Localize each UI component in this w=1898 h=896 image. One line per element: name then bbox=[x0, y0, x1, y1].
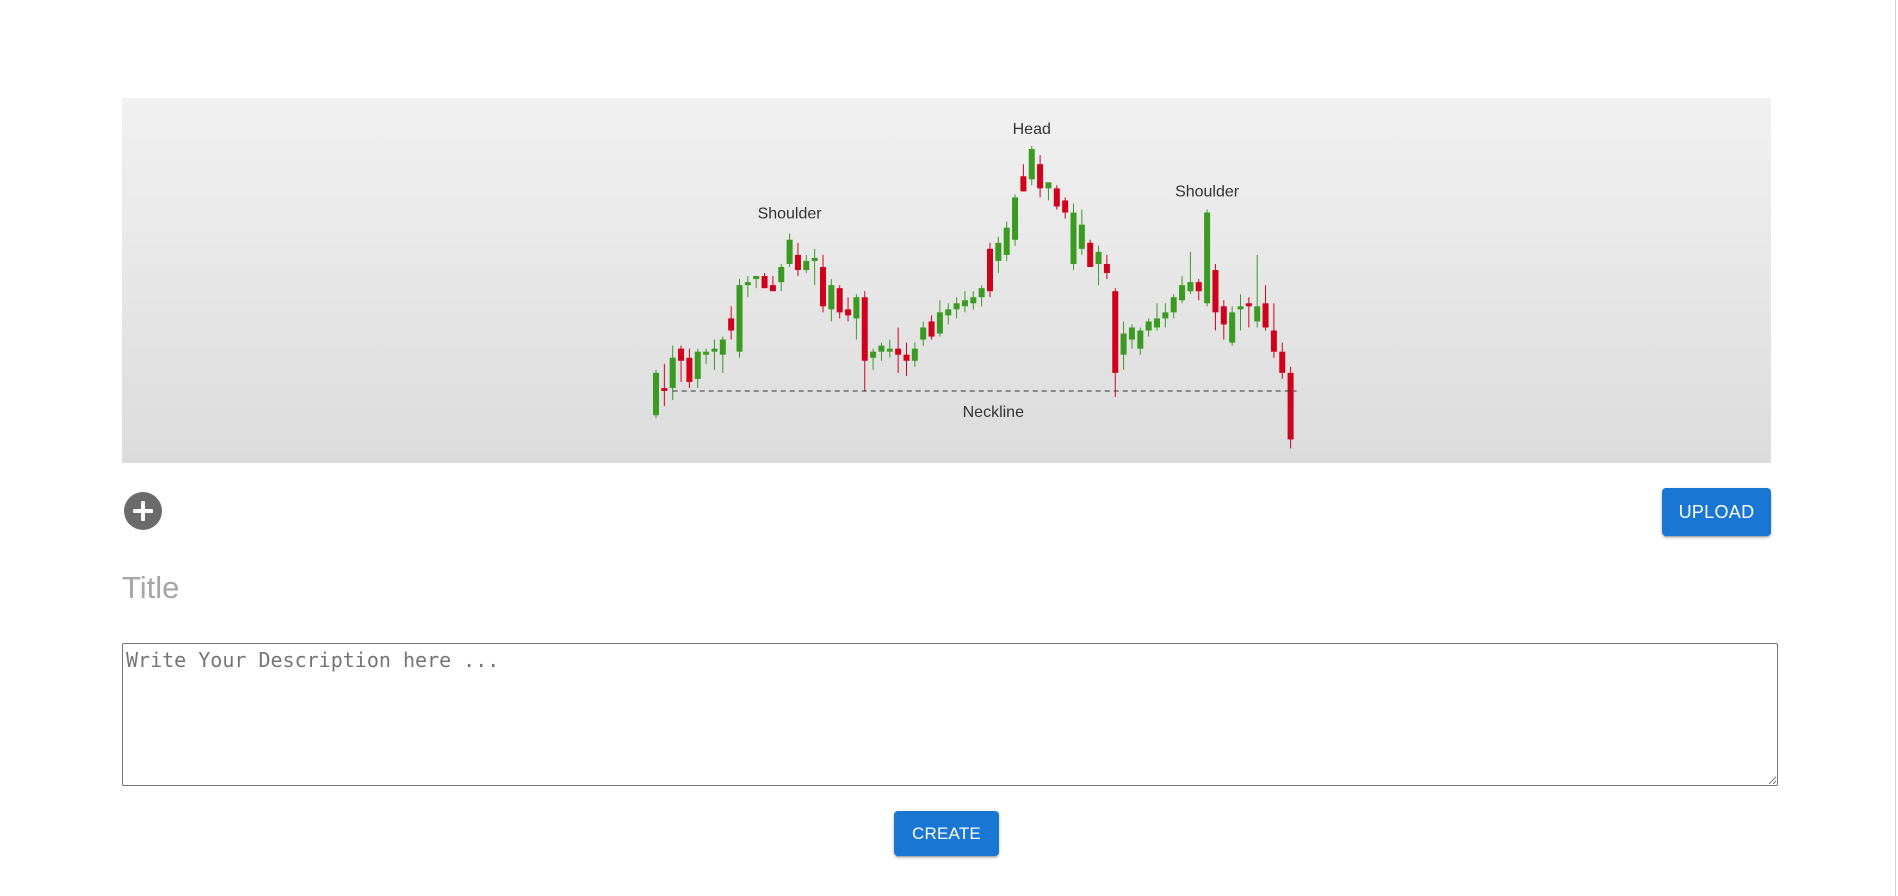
candle-body bbox=[653, 372, 659, 416]
candle-body bbox=[1045, 182, 1052, 189]
candle-body bbox=[1237, 306, 1244, 310]
candle-body bbox=[744, 282, 751, 286]
description-textarea[interactable] bbox=[122, 643, 1778, 786]
candle-body bbox=[1270, 330, 1277, 352]
candle-body bbox=[669, 357, 676, 388]
candle-body bbox=[1154, 318, 1160, 328]
candle-body bbox=[1020, 176, 1027, 192]
candle-body bbox=[953, 303, 960, 310]
candle-body bbox=[895, 348, 902, 355]
candle-body bbox=[920, 327, 927, 340]
candle-body bbox=[1287, 372, 1294, 440]
candle-body bbox=[686, 357, 693, 382]
candle-body bbox=[1170, 297, 1177, 313]
candle-body bbox=[820, 266, 826, 307]
candle-body bbox=[853, 297, 860, 319]
right-shoulder-label: Shoulder bbox=[1175, 184, 1240, 201]
candle-body bbox=[728, 318, 735, 331]
candle-body bbox=[961, 300, 968, 307]
candle-body bbox=[1037, 164, 1044, 189]
candle-body bbox=[945, 309, 952, 316]
candle-body bbox=[903, 354, 910, 361]
candle-body bbox=[845, 309, 852, 316]
chart-image: Shoulder Head Shoulder Neckline bbox=[122, 98, 1771, 463]
candle-body bbox=[911, 348, 918, 361]
create-button[interactable]: CREATE bbox=[894, 811, 999, 856]
candle-body bbox=[1012, 197, 1019, 240]
candle-body bbox=[1003, 227, 1010, 255]
candle-body bbox=[786, 239, 793, 264]
title-input[interactable] bbox=[122, 566, 922, 610]
candle-body bbox=[978, 288, 985, 298]
candle-body bbox=[719, 339, 726, 355]
candle-body bbox=[1078, 224, 1085, 249]
candle-body bbox=[1095, 251, 1102, 264]
candle-body bbox=[870, 351, 877, 358]
upload-button[interactable]: UPLOAD bbox=[1662, 488, 1771, 536]
candles-layer bbox=[653, 146, 1294, 449]
candle-body bbox=[1229, 312, 1236, 343]
candle-body bbox=[778, 266, 785, 283]
candle-body bbox=[661, 387, 668, 391]
candle-body bbox=[1179, 285, 1186, 301]
add-image-button[interactable] bbox=[124, 492, 162, 530]
plus-icon-vertical bbox=[141, 501, 145, 521]
candle-body bbox=[753, 276, 760, 280]
candle-body bbox=[769, 285, 776, 292]
candle-body bbox=[694, 351, 701, 379]
candle-body bbox=[736, 285, 743, 352]
candle-body bbox=[1103, 263, 1110, 274]
candle-body bbox=[1254, 306, 1261, 322]
candle-body bbox=[711, 348, 718, 352]
candle-body bbox=[836, 288, 843, 313]
head-label: Head bbox=[1013, 121, 1051, 138]
candle-body bbox=[828, 285, 835, 310]
candle-body bbox=[1145, 321, 1152, 331]
candle-body bbox=[1162, 312, 1169, 319]
candle-body bbox=[995, 242, 1002, 261]
candle-body bbox=[703, 351, 710, 355]
candle-body bbox=[1120, 333, 1127, 355]
candle-body bbox=[878, 345, 885, 352]
candle-body bbox=[1028, 149, 1035, 180]
candle-body bbox=[1212, 270, 1219, 313]
candle-body bbox=[1262, 303, 1269, 328]
candle-body bbox=[803, 260, 810, 271]
candle-body bbox=[886, 348, 893, 352]
page-edge-divider bbox=[1895, 0, 1896, 896]
candle-body bbox=[1204, 212, 1211, 304]
candle-body bbox=[1053, 188, 1060, 207]
candle-body bbox=[861, 297, 868, 361]
candle-body bbox=[678, 348, 685, 361]
candle-body bbox=[1087, 242, 1094, 267]
left-shoulder-label: Shoulder bbox=[758, 206, 823, 223]
neckline-label: Neckline bbox=[963, 404, 1024, 421]
candle-body bbox=[1112, 291, 1119, 373]
candle-body bbox=[1195, 282, 1202, 292]
candle-body bbox=[970, 297, 977, 304]
candlestick-chart: Shoulder Head Shoulder Neckline bbox=[653, 121, 1297, 449]
candle-body bbox=[928, 321, 935, 337]
candle-body bbox=[1137, 330, 1144, 349]
candle-body bbox=[1062, 200, 1069, 213]
candle-body bbox=[1279, 351, 1286, 373]
candle-body bbox=[1187, 282, 1194, 292]
candle-body bbox=[761, 276, 768, 289]
candle-body bbox=[811, 257, 818, 261]
candle-body bbox=[987, 248, 993, 292]
candle-body bbox=[794, 254, 801, 271]
candle-body bbox=[936, 312, 943, 334]
candle-body bbox=[1070, 212, 1077, 264]
candle-body bbox=[1245, 303, 1252, 307]
candle-body bbox=[1128, 327, 1135, 340]
candle-body bbox=[1220, 306, 1227, 325]
